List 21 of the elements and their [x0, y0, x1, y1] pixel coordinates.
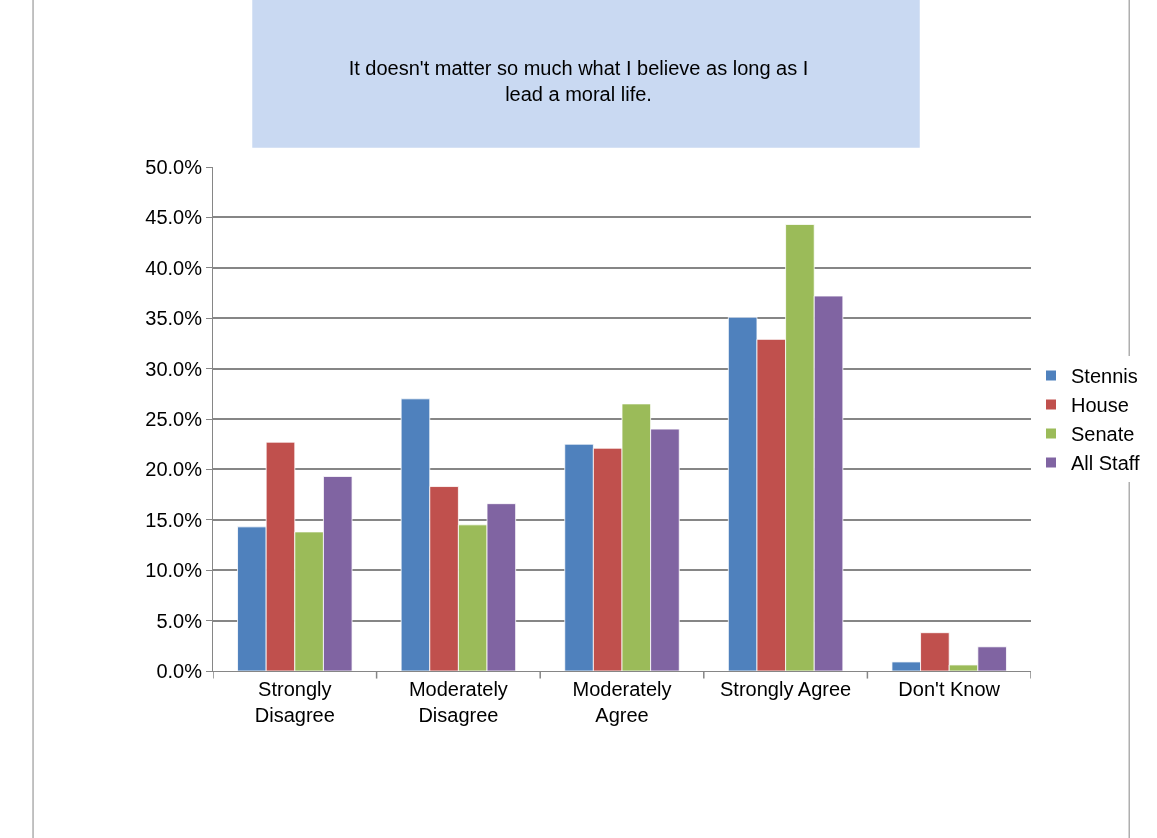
- x-tick-label: Strongly Disagree: [254, 678, 335, 726]
- x-tick-label: Moderately Disagree: [408, 678, 508, 726]
- chart-title: It doesn't matter so much what I believe as long as I lead a moral life.: [348, 57, 809, 106]
- y-tick-label: 25.0%: [145, 408, 203, 430]
- y-tick-label: 10.0%: [145, 559, 203, 582]
- y-tick-label: 15.0%: [145, 508, 203, 531]
- y-tick-label: 30.0%: [145, 357, 203, 380]
- legend-label: House: [1071, 394, 1129, 417]
- y-tick-label: 35.0%: [145, 307, 203, 330]
- x-tick-label: Don't Know: [898, 678, 1001, 700]
- x-tick-label: Moderately Agree: [572, 678, 672, 726]
- y-tick-label: 50.0%: [145, 156, 203, 178]
- y-tick-label: 45.0%: [145, 206, 203, 229]
- y-tick-label: 0.0%: [156, 660, 203, 682]
- y-tick-label: 20.0%: [145, 458, 203, 481]
- legend-label: All Staff: [1071, 452, 1140, 475]
- legend-label: Stennis: [1071, 365, 1138, 388]
- y-tick-label: 5.0%: [156, 609, 203, 632]
- x-tick-label: Strongly Agree: [720, 678, 852, 700]
- y-tick-label: 40.0%: [145, 256, 203, 279]
- legend-label: Senate: [1071, 423, 1135, 446]
